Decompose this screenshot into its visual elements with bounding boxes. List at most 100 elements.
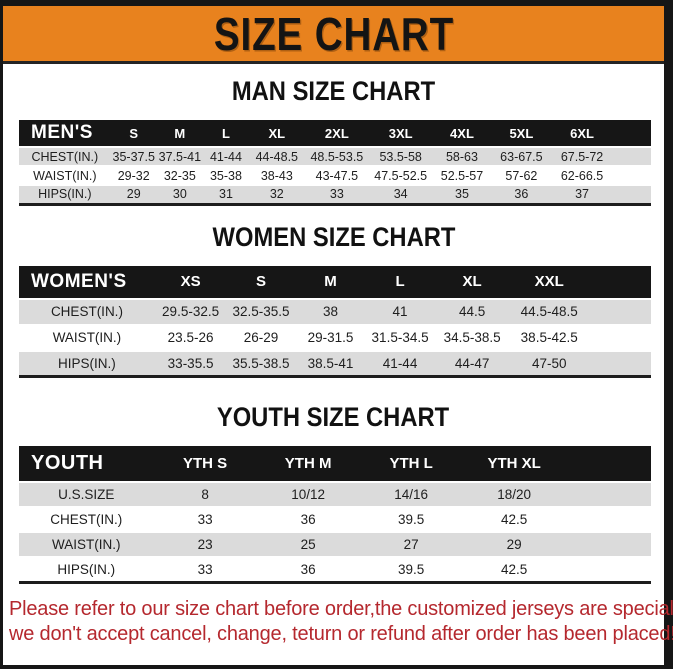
row-label-cell: WAIST(IN.) [19, 165, 111, 185]
size-header-cell: YTH L [359, 446, 463, 482]
size-value-cell: 29 [110, 184, 157, 204]
man-size-chart-heading: MAN SIZE CHART [3, 78, 664, 107]
measurement-row: CHEST(IN.) 29.5-32.5 32.5-35.5 38 41 44.5 44.5… [19, 297, 651, 325]
filler-cell [613, 165, 651, 185]
size-value-cell: 47.5-52.5 [369, 165, 433, 185]
size-value-cell: 36 [256, 506, 360, 532]
size-value-cell: 10/12 [256, 481, 360, 507]
size-value-cell: 26-29 [226, 323, 296, 351]
size-header-cell: M [156, 120, 203, 147]
size-value-cell: 29-32 [110, 165, 157, 185]
header-filler-cell [565, 446, 651, 482]
measurement-row: HIPS(IN.) 29 30 31 32 33 34 35 36 37 [19, 184, 651, 204]
row-label-cell: HIPS(IN.) [19, 349, 155, 377]
section-women-size-chart: WOMEN SIZE CHART WOMEN'S XS S M L XL XXL CHEST(… [3, 223, 664, 378]
measurement-row: WAIST(IN.) 23 25 27 29 [19, 531, 651, 557]
size-value-cell: 32-35 [156, 165, 203, 185]
size-value-cell: 63-67.5 [491, 146, 552, 166]
size-value-cell: 34 [369, 184, 433, 204]
row-label-cell: WAIST(IN.) [19, 531, 154, 557]
size-value-cell: 58-63 [432, 146, 492, 166]
measurement-row: WAIST(IN.) 29-32 32-35 35-38 38-43 43-47.5 47.… [19, 165, 651, 185]
size-value-cell: 35-38 [202, 165, 250, 185]
women-size-chart-heading: WOMEN SIZE CHART [3, 223, 664, 253]
size-value-cell: 67.5-72 [551, 146, 613, 166]
size-header-cell: XS [154, 265, 227, 299]
youth-size-table: YOUTH YTH S YTH M YTH L YTH XL U.S.SIZE 8 10/12… [19, 446, 651, 584]
size-header-cell: 5XL [491, 120, 552, 147]
size-header-cell: YTH XL [462, 446, 566, 482]
size-value-cell: 53.5-58 [369, 146, 433, 166]
size-value-cell: 29-31.5 [295, 323, 366, 351]
size-value-cell: 14/16 [359, 481, 463, 507]
row-label-cell: CHEST(IN.) [19, 506, 154, 532]
size-value-cell: 33 [153, 556, 257, 582]
header-filler-cell [589, 265, 651, 299]
size-value-cell: 33 [304, 184, 370, 204]
size-value-cell: 38.5-41 [295, 349, 366, 377]
size-value-cell: 38-43 [249, 165, 305, 185]
size-value-cell: 31 [202, 184, 250, 204]
size-value-cell: 38 [295, 297, 366, 325]
size-value-cell: 35 [432, 184, 492, 204]
filler-cell [565, 531, 651, 557]
size-value-cell: 18/20 [462, 481, 566, 507]
size-header-cell: YTH S [153, 446, 257, 482]
size-value-cell: 37 [551, 184, 613, 204]
size-value-cell: 34.5-38.5 [434, 323, 510, 351]
size-value-cell: 44-48.5 [249, 146, 305, 166]
filler-cell [613, 146, 651, 166]
filler-cell [565, 506, 651, 532]
size-value-cell: 29.5-32.5 [154, 297, 227, 325]
size-value-cell: 52.5-57 [432, 165, 492, 185]
size-value-cell: 35-37.5 [110, 146, 157, 166]
size-value-cell: 44-47 [434, 349, 510, 377]
size-header-cell: S [110, 120, 157, 147]
size-value-cell: 32.5-35.5 [226, 297, 296, 325]
filler-cell [613, 184, 651, 204]
size-header-cell: S [226, 265, 296, 299]
size-header-row: MEN'S S M L XL 2XL 3XL 4XL 5XL 6XL [19, 120, 651, 147]
size-value-cell: 39.5 [359, 556, 463, 582]
measurement-row: WAIST(IN.) 23.5-26 26-29 29-31.5 31.5-34.5 34… [19, 323, 651, 351]
size-value-cell: 39.5 [359, 506, 463, 532]
footer-note: Please refer to our size chart before or… [9, 597, 673, 647]
size-value-cell: 57-62 [491, 165, 552, 185]
footer-note-line-1: Please refer to our size chart before or… [9, 597, 673, 620]
size-value-cell: 41-44 [365, 349, 435, 377]
size-header-cell: XL [249, 120, 305, 147]
measurement-row: HIPS(IN.) 33-35.5 35.5-38.5 38.5-41 41-44 44-… [19, 349, 651, 377]
women-size-table: WOMEN'S XS S M L XL XXL CHEST(IN.) 29.5-32.5 32.5… [19, 265, 651, 378]
row-label-cell: WAIST(IN.) [19, 323, 155, 351]
filler-cell [589, 323, 651, 351]
page-title: SIZE CHART [213, 7, 454, 60]
youth-size-chart-heading: YOUTH SIZE CHART [3, 404, 664, 433]
size-value-cell: 23.5-26 [154, 323, 227, 351]
size-value-cell: 23 [153, 531, 257, 557]
size-header-cell: L [365, 265, 435, 299]
youth-size-chart-heading-text: YOUTH SIZE CHART [217, 402, 450, 432]
title-banner: SIZE CHART [3, 6, 664, 64]
size-value-cell: 30 [156, 184, 203, 204]
row-label-cell: U.S.SIZE [19, 481, 154, 507]
size-header-cell: XXL [509, 265, 590, 299]
table-title-cell: MEN'S [19, 120, 111, 147]
size-value-cell: 42.5 [462, 556, 566, 582]
size-value-cell: 31.5-34.5 [365, 323, 435, 351]
filler-cell [589, 297, 651, 325]
section-youth-size-chart: YOUTH SIZE CHART YOUTH YTH S YTH M YTH L YTH… [3, 404, 664, 584]
size-value-cell: 32 [249, 184, 305, 204]
size-value-cell: 41 [365, 297, 435, 325]
measurement-row: U.S.SIZE 8 10/12 14/16 18/20 [19, 481, 651, 507]
row-label-cell: HIPS(IN.) [19, 184, 111, 204]
size-value-cell: 35.5-38.5 [226, 349, 296, 377]
size-value-cell: 41-44 [202, 146, 250, 166]
header-filler-cell [613, 120, 651, 147]
size-value-cell: 47-50 [509, 349, 590, 377]
size-value-cell: 42.5 [462, 506, 566, 532]
size-header-row: WOMEN'S XS S M L XL XXL [19, 265, 651, 299]
measurement-row: CHEST(IN.) 35-37.5 37.5-41 41-44 44-48.5 48.5… [19, 146, 651, 166]
size-header-cell: 3XL [369, 120, 433, 147]
row-label-cell: HIPS(IN.) [19, 556, 154, 582]
